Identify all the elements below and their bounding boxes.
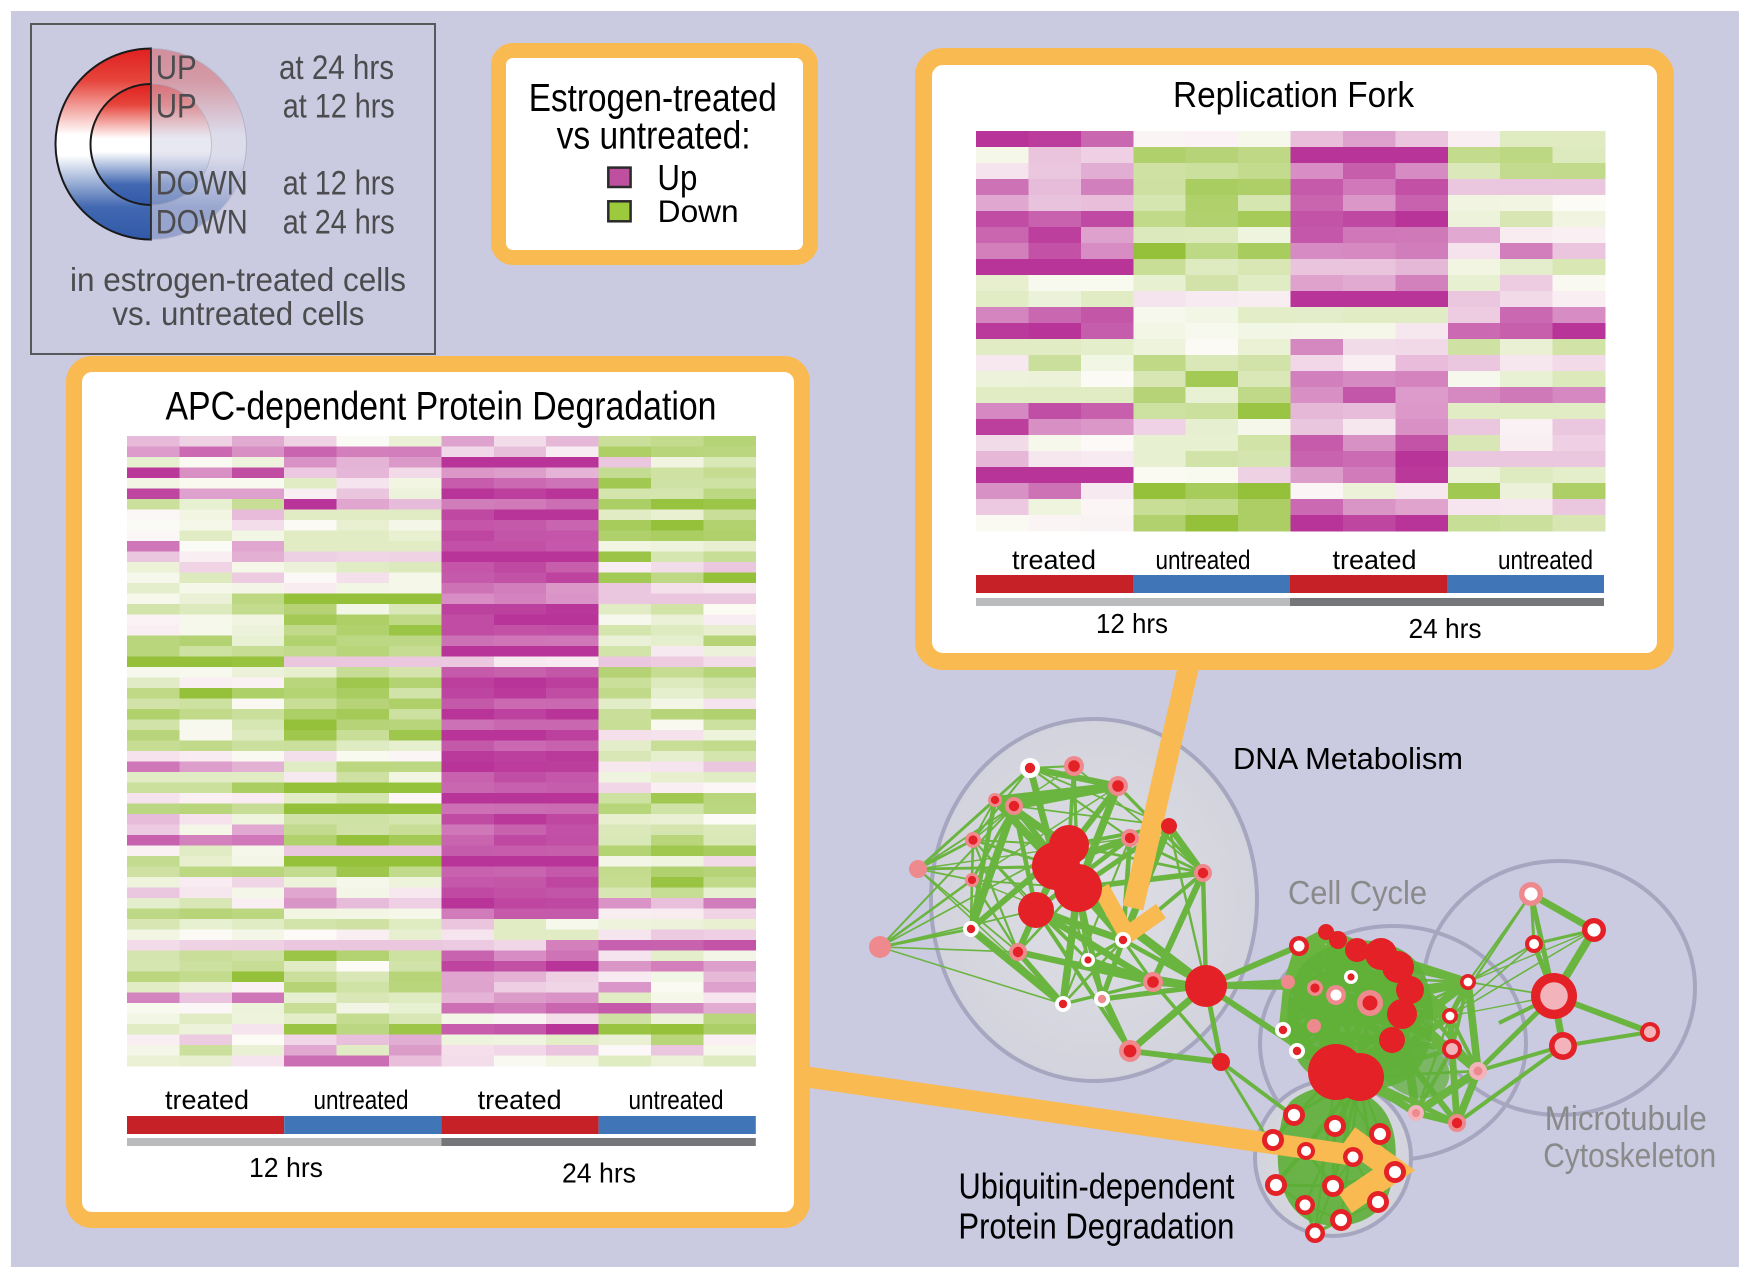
svg-text:DOWN: DOWN xyxy=(156,165,248,203)
svg-text:Microtubule: Microtubule xyxy=(1545,1100,1707,1138)
svg-text:in estrogen-treated cells: in estrogen-treated cells xyxy=(70,261,406,298)
svg-text:untreated: untreated xyxy=(314,1085,409,1115)
svg-text:APC-dependent Protein Degradat: APC-dependent Protein Degradation xyxy=(166,385,717,429)
svg-text:vs untreated:: vs untreated: xyxy=(557,115,751,158)
svg-text:12 hrs: 12 hrs xyxy=(249,1152,323,1183)
svg-text:untreated: untreated xyxy=(629,1085,724,1115)
svg-text:treated: treated xyxy=(1012,545,1096,575)
svg-text:at 24 hrs: at 24 hrs xyxy=(283,204,395,242)
svg-text:UP: UP xyxy=(156,49,197,87)
svg-text:Up: Up xyxy=(657,157,697,198)
svg-text:at 24 hrs: at 24 hrs xyxy=(279,49,394,87)
svg-text:Protein Degradation: Protein Degradation xyxy=(958,1206,1234,1247)
svg-text:Cell Cycle: Cell Cycle xyxy=(1288,874,1427,911)
svg-text:24 hrs: 24 hrs xyxy=(562,1158,636,1189)
svg-text:Replication Fork: Replication Fork xyxy=(1173,74,1415,115)
svg-text:DNA Metabolism: DNA Metabolism xyxy=(1233,742,1463,776)
svg-text:Down: Down xyxy=(658,193,739,229)
svg-text:24 hrs: 24 hrs xyxy=(1409,613,1482,644)
svg-text:at 12 hrs: at 12 hrs xyxy=(283,88,395,126)
svg-text:treated: treated xyxy=(1333,545,1417,575)
svg-text:12 hrs: 12 hrs xyxy=(1096,608,1168,639)
svg-text:untreated: untreated xyxy=(1498,545,1593,575)
svg-text:treated: treated xyxy=(478,1085,562,1115)
svg-text:treated: treated xyxy=(165,1085,249,1115)
svg-text:at 12 hrs: at 12 hrs xyxy=(283,165,395,203)
svg-text:Estrogen-treated: Estrogen-treated xyxy=(529,77,777,120)
svg-text:vs. untreated cells: vs. untreated cells xyxy=(112,295,364,332)
svg-text:UP: UP xyxy=(156,88,197,126)
svg-text:untreated: untreated xyxy=(1156,545,1251,575)
svg-text:Ubiquitin-dependent: Ubiquitin-dependent xyxy=(959,1165,1235,1206)
svg-text:Cytoskeleton: Cytoskeleton xyxy=(1543,1137,1716,1175)
svg-text:DOWN: DOWN xyxy=(156,204,248,242)
